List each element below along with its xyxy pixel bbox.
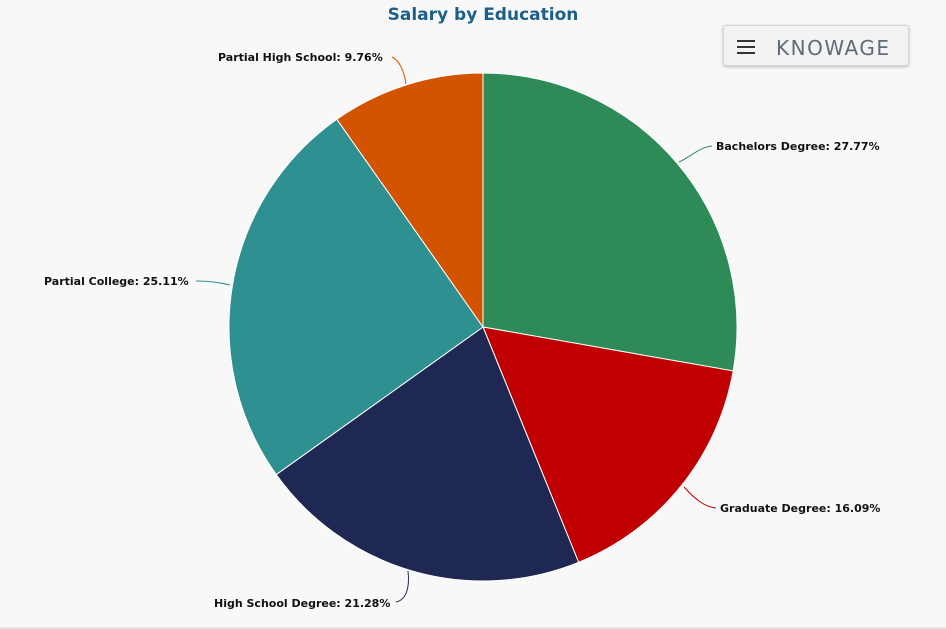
pie-slice-bachelors-degree[interactable]: [482, 72, 738, 372]
knowage-logo: KNOWAGE: [776, 36, 890, 58]
pie-slice-high-school-degree[interactable]: [275, 326, 580, 582]
chart-title: Salary by Education: [387, 5, 579, 25]
pie-slice-graduate-degree[interactable]: [482, 326, 734, 563]
data-label: Partial High School: 9.76%: [218, 51, 383, 64]
data-label-connector: [391, 56, 407, 85]
data-label: High School Degree: 21.28%: [214, 597, 390, 610]
data-label: Graduate Degree: 16.09%: [720, 502, 880, 515]
hamburger-menu-icon[interactable]: [737, 40, 755, 54]
data-label-connector: [195, 280, 231, 286]
data-label: Bachelors Degree: 27.77%: [716, 140, 880, 153]
data-label-connector: [395, 570, 409, 603]
data-label-connector: [683, 486, 717, 509]
pie-slice-partial-high-school[interactable]: [336, 72, 484, 329]
data-label-connector: [678, 145, 713, 163]
data-label: Partial College: 25.11%: [44, 275, 189, 288]
knowage-logo-text: KNOWAGE: [776, 36, 890, 58]
bottom-divider: [0, 627, 946, 629]
pie-slice-partial-college[interactable]: [228, 118, 484, 476]
knowage-toolbar: KNOWAGE: [723, 25, 909, 66]
